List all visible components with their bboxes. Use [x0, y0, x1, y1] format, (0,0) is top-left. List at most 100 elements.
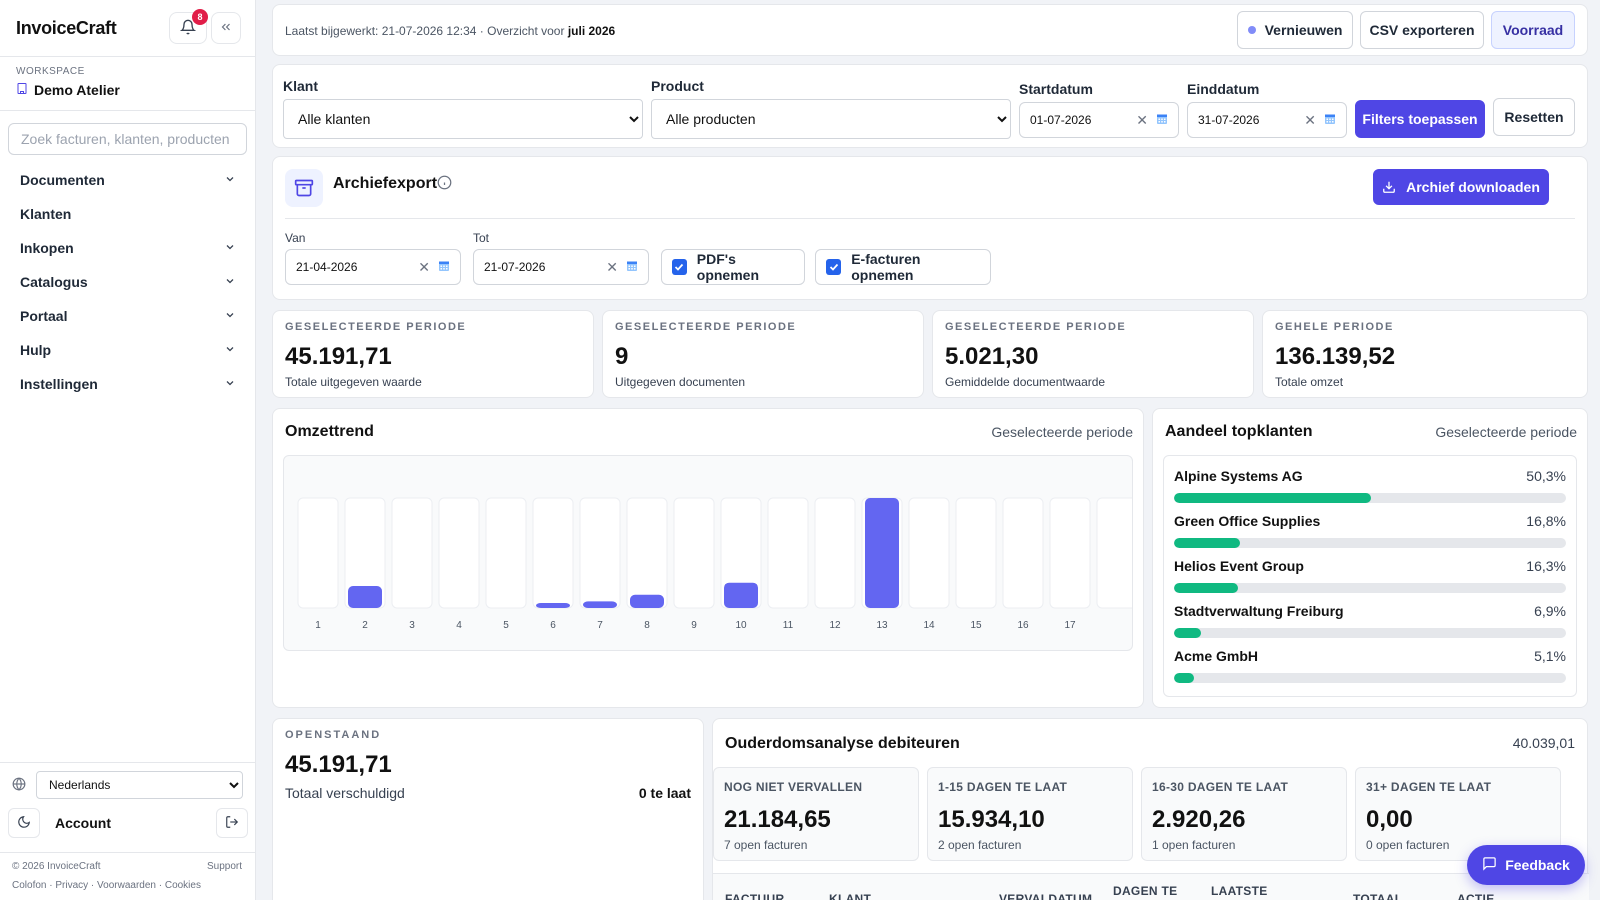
end-date-label: Einddatum [1187, 81, 1260, 97]
support-link[interactable]: Support [206, 861, 242, 872]
clear-icon[interactable]: ✕ [606, 258, 618, 275]
workspace-name: Demo Atelier [34, 82, 120, 98]
calendar-icon[interactable] [438, 260, 450, 275]
download-archive-button[interactable]: Archief downloaden [1373, 169, 1549, 205]
share-bar-fill [1174, 493, 1372, 503]
clear-icon[interactable]: ✕ [1136, 111, 1148, 128]
archive-title: Archiefexport [333, 175, 438, 192]
archive-to-input[interactable]: 21-07-2026 ✕ [473, 249, 649, 285]
end-date-input[interactable]: 31-07-2026 ✕ [1187, 102, 1347, 138]
notification-badge: 8 [192, 9, 208, 25]
start-date-value: 01-07-2026 [1030, 113, 1092, 127]
sidebar: InvoiceCraft 8 WORKSPACE Demo Atelier Do… [0, 0, 256, 900]
column-header-days-late[interactable]: DAGEN TE [1113, 884, 1178, 898]
bucket-value: 15.934,10 [938, 806, 1045, 833]
sidebar-item-hulp[interactable]: Hulp [0, 333, 256, 367]
kpi-card-average: GESELECTEERDE PERIODE 5.021,30 Gemiddeld… [932, 310, 1254, 398]
client-select[interactable]: Alle klanten [283, 99, 643, 139]
language-row: Nederlands [12, 771, 243, 799]
column-header-client[interactable]: KLANT [829, 892, 872, 900]
share-bar-track [1174, 673, 1566, 683]
column-header-action[interactable]: ACTIE [1457, 892, 1495, 900]
column-header-due-date[interactable]: VERVALDATUM [999, 892, 1093, 900]
x-tick-label: 6 [550, 620, 556, 631]
client-share: 16,8% [1526, 513, 1566, 529]
clear-icon[interactable]: ✕ [1304, 111, 1316, 128]
x-tick-label: 1 [315, 620, 321, 631]
chevron-down-icon [224, 173, 236, 188]
outstanding-value: 45.191,71 [285, 751, 392, 778]
chevron-down-icon [224, 241, 236, 256]
product-select[interactable]: Alle producten [651, 99, 1011, 139]
bar-slot [579, 497, 621, 609]
client-name: Stadtverwaltung Freiburg [1174, 603, 1344, 619]
include-pdfs-label: PDF's opnemen [696, 251, 760, 283]
bar-slot [626, 497, 668, 609]
sidebar-item-label: Documenten [20, 172, 105, 188]
bucket-caption: 7 open facturen [724, 838, 808, 852]
account-link[interactable]: Account [55, 815, 111, 831]
kpi-card-total-issued: GESELECTEERDE PERIODE 45.191,71 Totale u… [272, 310, 594, 398]
include-pdfs-checkbox[interactable]: PDF's opnemen [661, 249, 805, 285]
include-einvoices-checkbox[interactable]: E-facturen opnemen [815, 249, 991, 285]
sidebar-item-documenten[interactable]: Documenten [0, 163, 256, 197]
chart-bar-10[interactable] [724, 582, 758, 608]
chart-bar-7[interactable] [583, 601, 617, 608]
notifications-button[interactable]: 8 [169, 9, 208, 44]
column-header-last[interactable]: LAATSTE [1211, 884, 1268, 898]
sidebar-item-inkopen[interactable]: Inkopen [0, 231, 256, 265]
refresh-button[interactable]: Vernieuwen [1237, 11, 1353, 49]
calendar-icon[interactable] [626, 260, 638, 275]
sidebar-item-instellingen[interactable]: Instellingen [0, 367, 256, 401]
archive-from-input[interactable]: 21-04-2026 ✕ [285, 249, 461, 285]
revenue-bar-chart: 1 2 3 4 5 6 7 8 9 10 11 12 13 14 15 16 17 [297, 497, 1132, 631]
footer-links[interactable]: Colofon · Privacy · Voorwaarden · Cookie… [12, 880, 201, 891]
client-filter-label: Klant [283, 78, 318, 94]
moon-icon [17, 815, 31, 832]
kpi-card-documents: GESELECTEERDE PERIODE 9 Uitgegeven docum… [602, 310, 924, 398]
calendar-icon[interactable] [1156, 113, 1168, 128]
product-filter-label: Product [651, 78, 704, 94]
column-header-total[interactable]: TOTAAL [1353, 892, 1403, 900]
feedback-button[interactable]: Feedback [1467, 845, 1585, 885]
share-bar-track [1174, 628, 1566, 638]
search-input[interactable] [8, 123, 247, 155]
sidebar-item-label: Inkopen [20, 240, 74, 256]
checkbox-checked-icon [826, 259, 842, 275]
collapse-sidebar-button[interactable] [211, 12, 241, 44]
calendar-icon[interactable] [1324, 113, 1336, 128]
chart-bar-8[interactable] [630, 594, 664, 608]
sidebar-item-portaal[interactable]: Portaal [0, 299, 256, 333]
language-select[interactable]: Nederlands [36, 771, 243, 799]
divider [285, 218, 1575, 219]
outstanding-card: OPENSTAAND 45.191,71 Totaal verschuldigd… [272, 718, 704, 900]
chart-bar-2[interactable] [348, 586, 382, 608]
bucket-label: 1-15 DAGEN TE LAAT [938, 780, 1068, 794]
sidebar-item-catalogus[interactable]: Catalogus [0, 265, 256, 299]
stock-button[interactable]: Voorraad [1491, 11, 1575, 49]
apply-filters-button[interactable]: Filters toepassen [1355, 100, 1485, 138]
sidebar-item-klanten[interactable]: Klanten [0, 197, 256, 231]
clear-icon[interactable]: ✕ [418, 258, 430, 275]
csv-export-button[interactable]: CSV exporteren [1360, 11, 1484, 49]
divider [0, 56, 256, 57]
theme-toggle-button[interactable] [8, 808, 40, 838]
app-logo[interactable]: InvoiceCraft [16, 18, 117, 38]
chevrons-left-icon [219, 20, 233, 37]
start-date-input[interactable]: 01-07-2026 ✕ [1019, 102, 1179, 138]
share-bar-fill [1174, 673, 1194, 683]
start-date-label: Startdatum [1019, 81, 1093, 97]
bar-slot [1002, 497, 1044, 609]
aging-bucket-16-30: 16-30 DAGEN TE LAAT 2.920,26 1 open fact… [1141, 767, 1347, 861]
info-icon[interactable] [437, 175, 452, 193]
chart-bar-6[interactable] [536, 603, 570, 608]
share-bar-fill [1174, 628, 1202, 638]
column-header-invoice[interactable]: FACTUUR [725, 892, 785, 900]
revenue-trend-chart: 1 2 3 4 5 6 7 8 9 10 11 12 13 14 15 16 17 [283, 455, 1133, 651]
bar-slot [297, 497, 339, 609]
reset-filters-button[interactable]: Resetten [1493, 98, 1575, 136]
kpi-label: GESELECTEERDE PERIODE [615, 321, 797, 333]
logout-button[interactable] [216, 808, 248, 838]
chart-bar-13[interactable] [865, 498, 899, 608]
workspace-switcher[interactable]: Demo Atelier [16, 82, 120, 98]
